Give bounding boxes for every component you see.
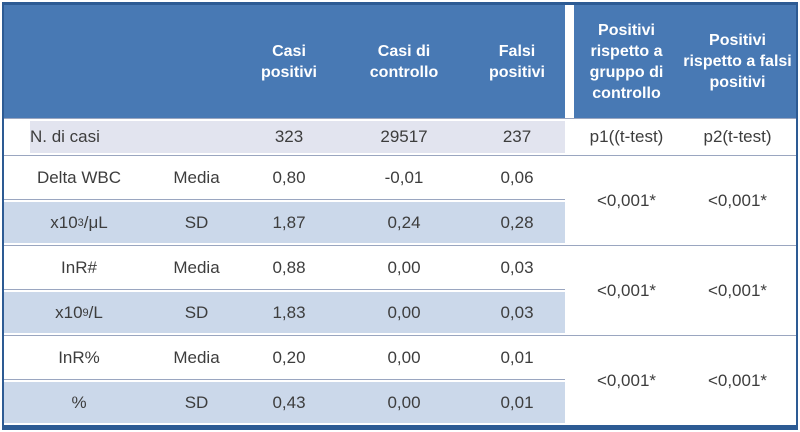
p1-value-cell: <0,001*: [574, 245, 679, 335]
value-casi-positivi: 0,88: [239, 245, 339, 289]
row-label-text: x10: [50, 212, 78, 232]
value-falsi-positivi: 0,03: [469, 245, 565, 289]
p1-value-cell: <0,001*: [574, 335, 679, 425]
value-casi-controllo: 0,00: [339, 289, 469, 335]
value-falsi-positivi: 0,28: [469, 199, 565, 245]
gutter: [565, 118, 574, 155]
stat-label: Media: [154, 155, 239, 199]
row-label-rest: /μL: [83, 212, 108, 232]
stat-label: [154, 118, 239, 155]
stat-label: SD: [154, 199, 239, 245]
p1-header-cell: p1((t-test): [574, 118, 679, 155]
value-falsi-positivi: 0,03: [469, 289, 565, 335]
value-casi-positivi: 1,87: [239, 199, 339, 245]
row-label-text: InR%: [58, 347, 100, 367]
value-falsi-positivi: 237: [469, 118, 565, 155]
gutter: [565, 335, 574, 425]
row-label: InR%: [4, 335, 154, 379]
header-gutter: [565, 5, 574, 118]
value-casi-controllo: 29517: [339, 118, 469, 155]
value-casi-controllo: -0,01: [339, 155, 469, 199]
value-casi-positivi: 323: [239, 118, 339, 155]
value-falsi-positivi: 0,06: [469, 155, 565, 199]
value-casi-positivi: 0,43: [239, 379, 339, 425]
stat-label: Media: [154, 335, 239, 379]
stat-label: Media: [154, 245, 239, 289]
row-label: Delta WBC: [4, 155, 154, 199]
col-header-casi-controllo: Casi di controllo: [339, 5, 469, 118]
col-header-p-falsi: Positivi rispetto a falsi positivi: [679, 5, 796, 118]
p2-value-cell: <0,001*: [679, 335, 796, 425]
row-label: InR#: [4, 245, 154, 289]
row-label-text: x10: [55, 302, 83, 322]
stat-label: SD: [154, 379, 239, 425]
p2-header-cell: p2(t-test): [679, 118, 796, 155]
row-label: x10 3/μL: [4, 199, 154, 245]
value-casi-positivi: 0,20: [239, 335, 339, 379]
row-label-text: InR#: [61, 257, 97, 277]
p1-value-cell: <0,001*: [574, 155, 679, 245]
header-empty-block: [4, 5, 239, 118]
p2-value-cell: <0,001*: [679, 245, 796, 335]
p2-value-cell: <0,001*: [679, 155, 796, 245]
value-casi-controllo: 0,00: [339, 379, 469, 425]
value-casi-controllo: 0,24: [339, 199, 469, 245]
stat-label: SD: [154, 289, 239, 335]
value-casi-controllo: 0,00: [339, 335, 469, 379]
value-casi-positivi: 1,83: [239, 289, 339, 335]
col-header-falsi-positivi: Falsi positivi: [469, 5, 565, 118]
value-casi-positivi: 0,80: [239, 155, 339, 199]
row-label-text: Delta WBC: [36, 167, 122, 187]
row-label: x10 9/L: [4, 289, 154, 335]
row-label: N. di casi: [4, 118, 154, 155]
gutter: [565, 155, 574, 245]
row-label: %: [4, 379, 154, 425]
value-falsi-positivi: 0,01: [469, 335, 565, 379]
col-header-casi-positivi: Casi positivi: [239, 5, 339, 118]
row-label-text: %: [71, 392, 87, 412]
gutter: [565, 245, 574, 335]
value-casi-controllo: 0,00: [339, 245, 469, 289]
col-header-p-gruppo: Positivi rispetto a gruppo di controllo: [574, 5, 679, 118]
row-label-rest: /L: [88, 302, 103, 322]
value-falsi-positivi: 0,01: [469, 379, 565, 425]
